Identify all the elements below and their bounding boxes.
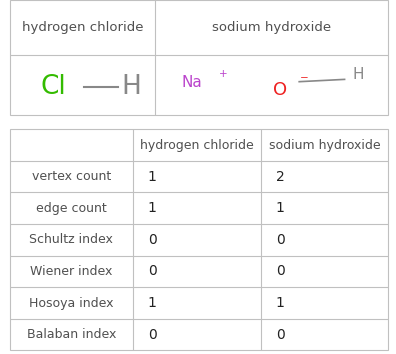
Text: Schultz index: Schultz index — [29, 233, 113, 246]
Text: 0: 0 — [276, 233, 284, 247]
Text: 0: 0 — [276, 264, 284, 279]
Text: Hosoya index: Hosoya index — [29, 297, 114, 309]
Text: 1: 1 — [276, 296, 285, 310]
Text: Na: Na — [182, 75, 203, 90]
Text: vertex count: vertex count — [32, 170, 111, 183]
Text: 1: 1 — [148, 170, 157, 184]
Text: 1: 1 — [276, 201, 285, 215]
Text: 0: 0 — [148, 328, 157, 342]
Text: H: H — [352, 67, 364, 82]
Text: sodium hydroxide: sodium hydroxide — [212, 21, 331, 34]
Text: 1: 1 — [148, 296, 157, 310]
Text: edge count: edge count — [36, 202, 107, 215]
Text: +: + — [219, 69, 228, 79]
Text: hydrogen chloride: hydrogen chloride — [22, 21, 143, 34]
Text: Cl: Cl — [40, 74, 66, 101]
Text: sodium hydroxide: sodium hydroxide — [268, 138, 380, 152]
Text: O: O — [273, 81, 287, 99]
Text: hydrogen chloride: hydrogen chloride — [140, 138, 253, 152]
Text: 0: 0 — [148, 264, 157, 279]
Text: 1: 1 — [148, 201, 157, 215]
Text: 0: 0 — [276, 328, 284, 342]
Text: Wiener index: Wiener index — [30, 265, 112, 278]
Text: H: H — [122, 74, 141, 101]
Text: 0: 0 — [148, 233, 157, 247]
Text: Balaban index: Balaban index — [27, 328, 116, 341]
Text: 2: 2 — [276, 170, 284, 184]
Text: −: − — [300, 73, 309, 83]
